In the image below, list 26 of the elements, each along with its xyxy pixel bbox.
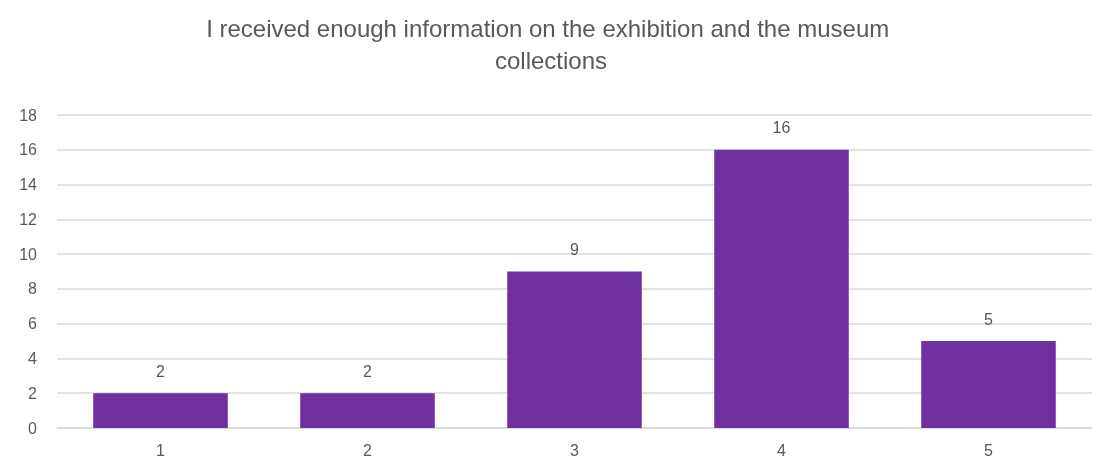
bar <box>300 393 435 428</box>
y-tick-label: 12 <box>19 210 38 228</box>
bar <box>93 393 228 428</box>
chart-title: I received enough information on the exhibition and the museum collections <box>206 14 896 74</box>
y-tick-label: 2 <box>28 384 38 402</box>
y-tick-label: 14 <box>19 176 38 194</box>
y-tick-label: 16 <box>19 141 38 159</box>
x-tick-label: 4 <box>777 441 787 459</box>
y-tick-label: 4 <box>28 349 38 367</box>
x-tick-label: 5 <box>984 441 994 459</box>
x-tick-label: 1 <box>156 441 166 459</box>
bar <box>714 149 849 428</box>
data-label: 9 <box>570 241 580 258</box>
y-tick-label: 6 <box>28 315 38 333</box>
x-tick-label: 2 <box>363 441 373 459</box>
y-tick-label: 0 <box>28 419 38 437</box>
bar <box>507 271 642 428</box>
y-tick-label: 8 <box>28 280 38 298</box>
y-tick-label: 18 <box>19 106 38 124</box>
data-label: 5 <box>984 310 994 328</box>
data-label: 16 <box>772 119 791 137</box>
y-tick-label: 10 <box>19 245 38 263</box>
bar <box>921 341 1056 428</box>
data-label: 2 <box>363 362 373 380</box>
x-tick-label: 3 <box>570 441 580 459</box>
data-label: 2 <box>156 362 166 380</box>
